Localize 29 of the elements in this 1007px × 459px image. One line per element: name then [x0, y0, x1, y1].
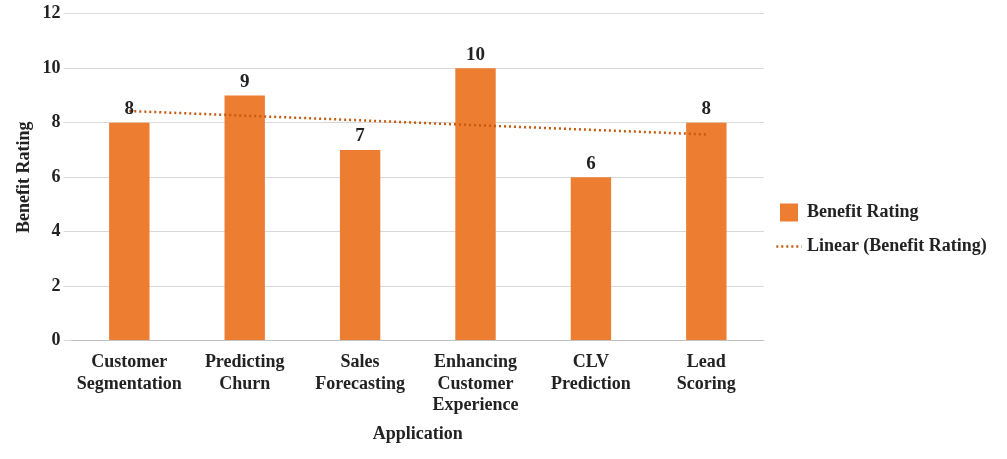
y-tick-label: 6: [51, 165, 61, 186]
data-label: 7: [355, 124, 366, 146]
bar: [339, 149, 381, 341]
data-label: 6: [586, 151, 596, 173]
data-label: 10: [466, 42, 486, 64]
x-tick-label: Sales Forecasting: [315, 351, 405, 393]
bar: [455, 68, 496, 341]
y-tick-label: 2: [51, 274, 61, 295]
legend-label: Benefit Rating: [807, 201, 919, 222]
y-tick-label: 4: [51, 220, 61, 241]
bar: [570, 177, 612, 341]
bar: [224, 95, 265, 341]
bar: [109, 122, 150, 341]
data-label: 8: [701, 97, 712, 119]
y-axis-title: Benefit Rating: [13, 121, 34, 233]
y-tick-label: 8: [51, 111, 61, 132]
x-tick-label: CLV Prediction: [551, 351, 631, 393]
y-tick-label: 10: [42, 56, 61, 77]
x-tick-label: Predicting Churn: [204, 351, 285, 393]
legend-label: Linear (Benefit Rating): [807, 235, 987, 257]
data-label: 8: [124, 97, 135, 119]
x-tick-label: Customer Segmentation: [76, 351, 182, 393]
bar: [686, 122, 727, 341]
x-tick-label: Enhancing Customer Experience: [432, 351, 519, 415]
data-label: 9: [239, 69, 250, 91]
y-tick-label: 0: [51, 329, 61, 350]
x-tick-label: Lead Scoring: [676, 351, 736, 393]
y-tick-label: 12: [42, 2, 61, 23]
x-axis-title: Application: [372, 422, 463, 443]
